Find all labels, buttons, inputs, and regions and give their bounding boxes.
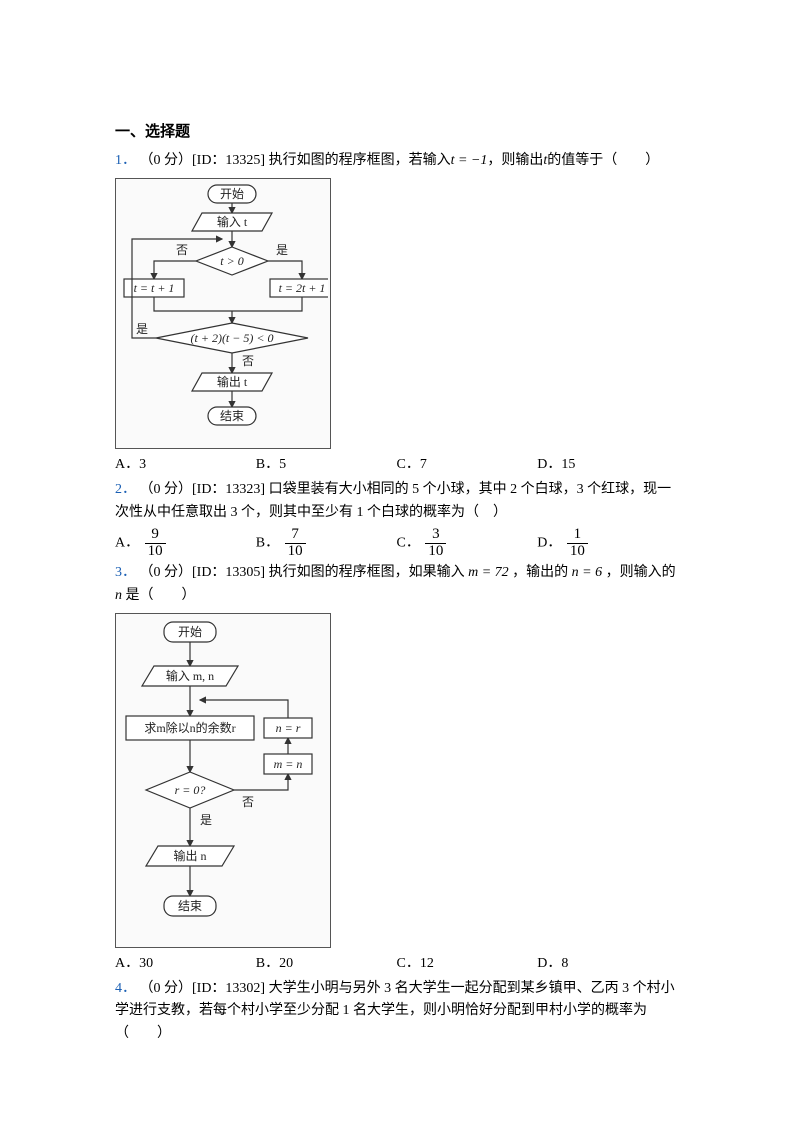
q2-d-label: D．: [537, 535, 561, 550]
q3-var-m: m = 72: [468, 565, 509, 580]
q3-flow-input: 输入 m, n: [166, 668, 214, 683]
question-2: 2． （0 分）[ID：13323] 口袋里装有大小相同的 5 个小球，其中 2…: [115, 479, 678, 524]
q3-stem-a: 执行如图的程序框图，如果输入: [269, 565, 465, 580]
q2-opt-b: B． 710: [256, 527, 397, 560]
q3-flow-output: 输出 n: [173, 848, 206, 863]
flow-cond1: t > 0: [220, 254, 243, 268]
flow-yes2: 是: [136, 322, 148, 336]
question-3: 3． （0 分）[ID：13305] 执行如图的程序框图，如果输入 m = 72…: [115, 562, 678, 607]
q3-flow-assign2: m = n: [274, 757, 303, 771]
exam-page: 一、选择题 1． （0 分）[ID：13325] 执行如图的程序框图，若输入t …: [0, 0, 793, 1087]
flow-right: t = 2t + 1: [279, 281, 326, 295]
flow-end: 结束: [220, 409, 244, 423]
flow-input: 输入 t: [217, 214, 248, 229]
q3-flow-cond: r = 0?: [175, 783, 206, 797]
q2-b-label: B．: [256, 535, 279, 550]
q1-stem-b: ，则输出: [487, 153, 543, 168]
q3-number: 3．: [115, 565, 136, 580]
q2-options: A． 910 B． 710 C． 310 D． 110: [115, 527, 678, 560]
q1-flow-svg: 开始 输入 t t > 0 否 是 t = t + 1 t = 2t + 1: [118, 181, 328, 437]
q3-flow-svg: 开始 输入 m, n 求m除以n的余数r r = 0? 否 m = n n = …: [118, 616, 328, 936]
q1-stem-a: 执行如图的程序框图，若输入: [269, 153, 451, 168]
q3-var-d: n: [115, 588, 122, 603]
q1-number: 1．: [115, 153, 136, 168]
q2-opt-d: D． 110: [537, 527, 678, 560]
flow-no1: 否: [176, 243, 188, 257]
q3-flow-assign1: n = r: [276, 721, 301, 735]
q2-d-frac: 110: [567, 527, 588, 560]
q1-opt-d: D．15: [537, 454, 678, 476]
q2-opt-a: A． 910: [115, 527, 256, 560]
flow-no2: 否: [242, 354, 254, 368]
q3-flow-no: 否: [242, 795, 254, 809]
q1-meta: （0 分）[ID：13325]: [140, 153, 266, 168]
q3-stem-c: ，则输入的: [606, 565, 676, 580]
q3-var-n: n = 6: [572, 565, 602, 580]
section-title: 一、选择题: [115, 120, 678, 144]
q2-opt-c: C． 310: [397, 527, 538, 560]
q2-c-label: C．: [397, 535, 420, 550]
question-4: 4． （0 分）[ID：13302] 大学生小明与另外 3 名大学生一起分配到某…: [115, 978, 678, 1045]
q1-opt-b: B．5: [256, 454, 397, 476]
q3-flow-yes: 是: [200, 813, 212, 827]
q3-flowchart: 开始 输入 m, n 求m除以n的余数r r = 0? 否 m = n n = …: [115, 613, 331, 947]
flow-output: 输出 t: [217, 374, 248, 389]
q1-opt-c: C．7: [397, 454, 538, 476]
q1-var1: t = −1: [451, 153, 488, 168]
q2-number: 2．: [115, 482, 136, 497]
flow-yes1: 是: [276, 243, 288, 257]
q3-flow-proc: 求m除以n的余数r: [144, 720, 235, 735]
q2-a-label: A．: [115, 535, 139, 550]
q1-stem-c: 的值等于（ ）: [547, 153, 659, 168]
q1-opt-a: A．3: [115, 454, 256, 476]
q3-flow-end: 结束: [178, 899, 202, 913]
q4-meta: （0 分）[ID：13302]: [140, 981, 266, 996]
q3-stem-b: ，输出的: [512, 565, 568, 580]
flow-cond2: (t + 2)(t − 5) < 0: [191, 331, 274, 345]
q2-c-frac: 310: [425, 527, 446, 560]
q3-stem-e: 是（ ）: [126, 588, 196, 603]
q3-opt-a: A．30: [115, 953, 256, 975]
q3-flow-start: 开始: [178, 625, 202, 639]
q1-options: A．3 B．5 C．7 D．15: [115, 454, 678, 476]
q3-opt-d: D．8: [537, 953, 678, 975]
q1-flowchart: 开始 输入 t t > 0 否 是 t = t + 1 t = 2t + 1: [115, 178, 331, 448]
flow-left: t = t + 1: [134, 281, 175, 295]
q4-number: 4．: [115, 981, 136, 996]
flow-start: 开始: [220, 187, 244, 201]
q2-meta: （0 分）[ID：13323]: [140, 482, 266, 497]
q2-b-frac: 710: [285, 527, 306, 560]
q3-opt-b: B．20: [256, 953, 397, 975]
question-1: 1． （0 分）[ID：13325] 执行如图的程序框图，若输入t = −1，则…: [115, 150, 678, 172]
q3-options: A．30 B．20 C．12 D．8: [115, 953, 678, 975]
q3-meta: （0 分）[ID：13305]: [140, 565, 266, 580]
q2-a-frac: 910: [145, 527, 166, 560]
q3-opt-c: C．12: [397, 953, 538, 975]
